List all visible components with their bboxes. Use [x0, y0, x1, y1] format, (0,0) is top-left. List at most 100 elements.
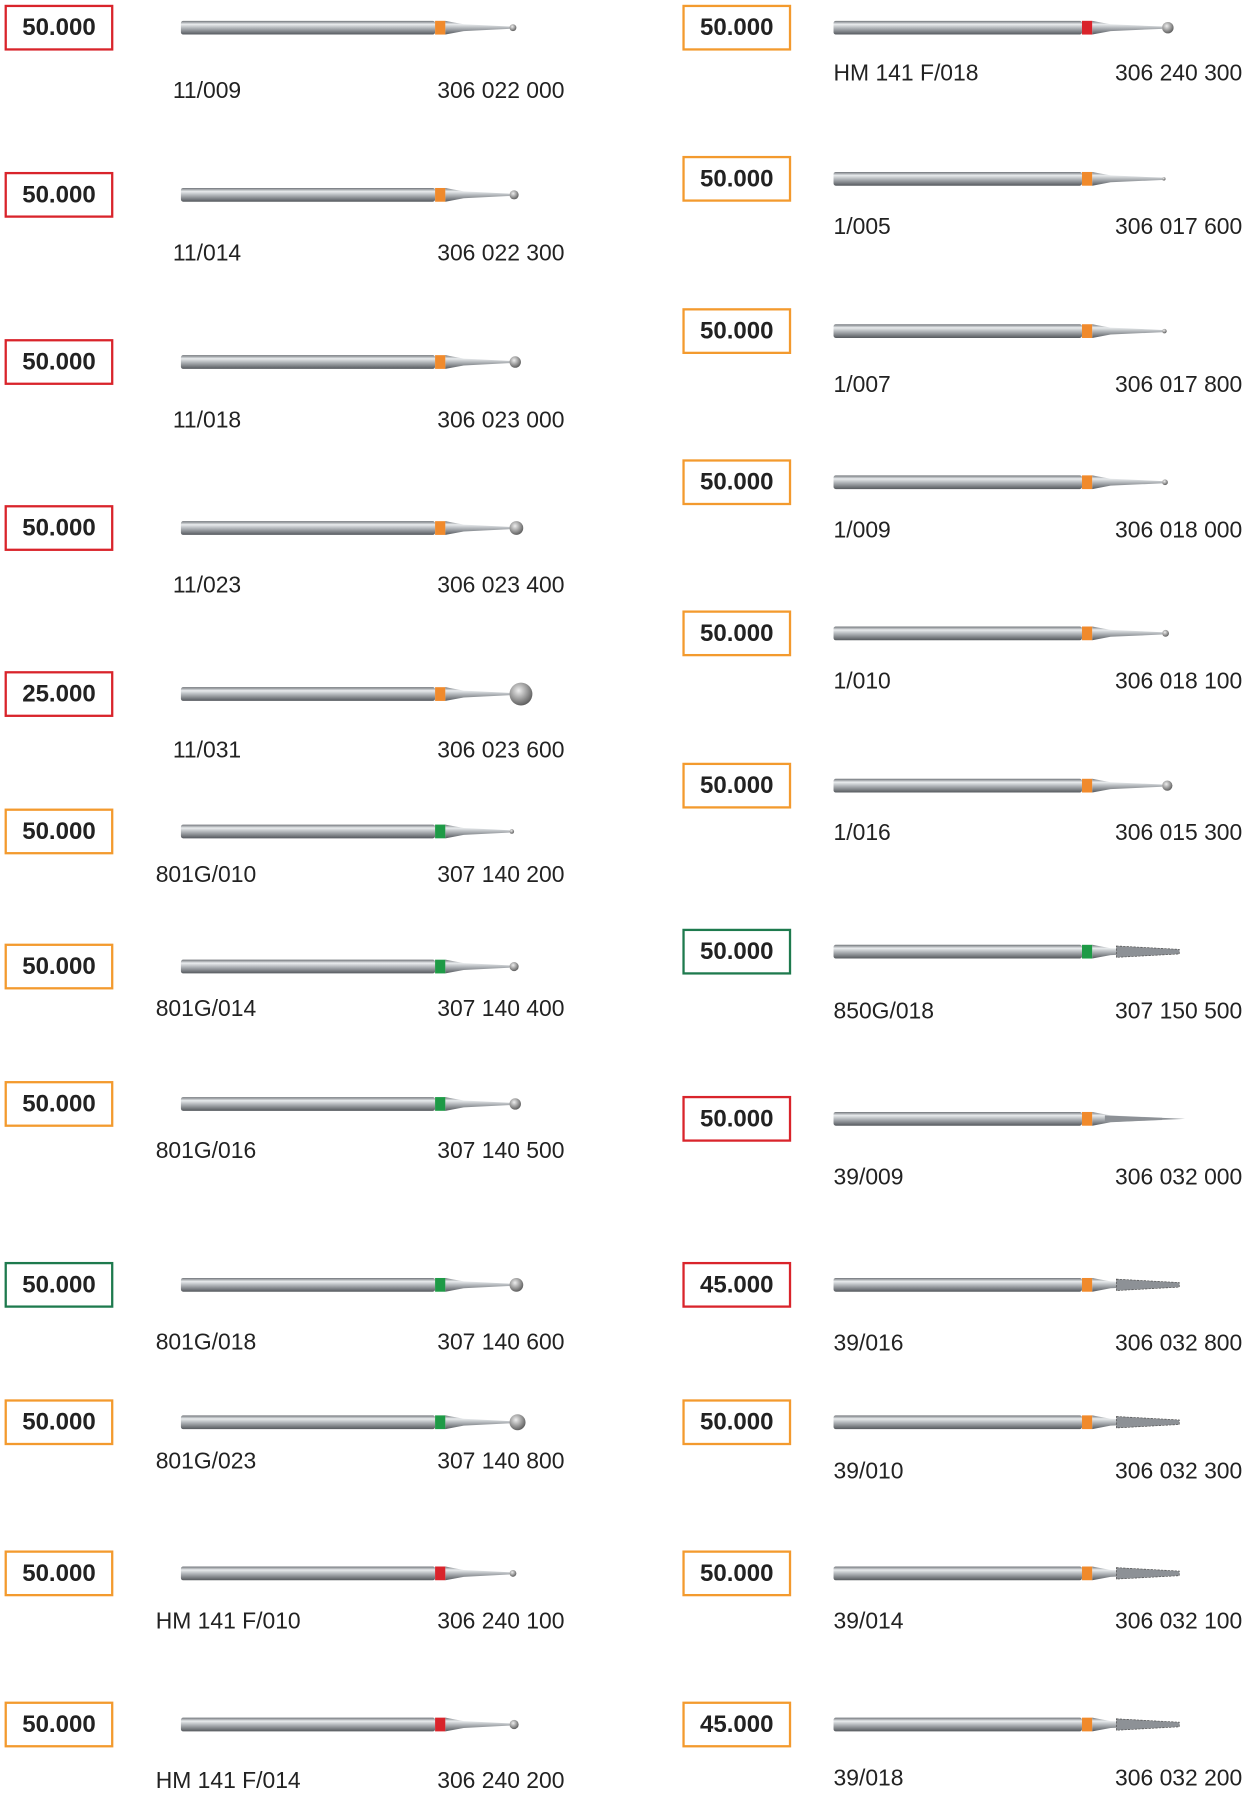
- bur: [181, 1097, 521, 1111]
- shank: [181, 21, 435, 35]
- tip: [510, 24, 517, 31]
- code: 39/018: [834, 1765, 904, 1791]
- tip: [1116, 1719, 1179, 1730]
- shank: [834, 627, 1082, 641]
- code: HM 141 F/014: [156, 1767, 301, 1793]
- speed: 50.000: [22, 181, 96, 208]
- tip: [1116, 1568, 1179, 1579]
- speed: 50.000: [22, 1090, 96, 1117]
- speed: 50.000: [22, 953, 96, 980]
- code: 11/018: [173, 407, 241, 433]
- speed: 50.000: [22, 1271, 96, 1298]
- shank: [181, 1415, 435, 1429]
- neck: [1092, 779, 1162, 793]
- band: [1082, 1567, 1092, 1581]
- tip: [1162, 479, 1168, 485]
- neck: [445, 1278, 509, 1292]
- band: [1082, 627, 1092, 641]
- ref: 307 140 200: [437, 861, 564, 887]
- tip: [510, 356, 521, 367]
- code: 11/023: [173, 571, 241, 597]
- shank: [181, 521, 435, 535]
- bur: [181, 1414, 526, 1430]
- band: [1082, 1278, 1092, 1292]
- ref: 306 023 400: [437, 571, 564, 597]
- ref: 306 240 300: [1115, 60, 1242, 86]
- bur: [181, 1278, 523, 1292]
- bur: [834, 945, 1180, 959]
- code: 39/014: [834, 1608, 904, 1634]
- code: HM 141 F/010: [156, 1608, 301, 1634]
- band: [1082, 21, 1092, 35]
- shank: [834, 1567, 1082, 1581]
- speed: 50.000: [700, 165, 774, 192]
- ref: 306 018 100: [1115, 668, 1242, 694]
- speed: 25.000: [22, 681, 96, 708]
- ref: 306 032 000: [1115, 1163, 1242, 1189]
- shank: [181, 825, 435, 839]
- ref: 306 032 800: [1115, 1329, 1242, 1355]
- ref: 306 032 300: [1115, 1458, 1242, 1484]
- speed: 50.000: [700, 318, 774, 345]
- shank: [181, 687, 435, 701]
- neck: [1092, 172, 1162, 186]
- bur: [181, 683, 533, 706]
- tip: [1105, 1115, 1185, 1122]
- speed: 50.000: [700, 469, 774, 496]
- ref: 306 015 300: [1115, 819, 1242, 845]
- speed: 50.000: [22, 1409, 96, 1436]
- tip: [510, 1720, 519, 1729]
- band: [1082, 1112, 1092, 1126]
- band: [435, 188, 445, 202]
- code: 1/016: [834, 819, 891, 845]
- speed: 45.000: [700, 1271, 774, 1298]
- tip: [1162, 780, 1172, 790]
- bur: [834, 475, 1168, 489]
- neck: [445, 1718, 509, 1732]
- tip: [1116, 946, 1179, 957]
- bur: [834, 21, 1174, 35]
- code: 801G/014: [156, 995, 257, 1021]
- shank: [834, 1415, 1082, 1429]
- shank: [834, 1278, 1082, 1292]
- tip: [1162, 630, 1169, 637]
- band: [1082, 475, 1092, 489]
- neck: [445, 355, 509, 369]
- shank: [834, 945, 1082, 959]
- shank: [181, 355, 435, 369]
- tip: [510, 1098, 521, 1109]
- speed: 50.000: [22, 349, 96, 376]
- band: [435, 1718, 445, 1732]
- shank: [181, 1567, 435, 1581]
- ref: 306 023 000: [437, 407, 564, 433]
- code: 801G/016: [156, 1137, 256, 1163]
- speed: 50.000: [22, 818, 96, 845]
- ref: 306 022 000: [437, 77, 564, 103]
- ref: 306 023 600: [437, 736, 564, 762]
- tip: [510, 1570, 517, 1577]
- shank: [181, 1097, 435, 1111]
- ref: 307 140 500: [437, 1137, 564, 1163]
- ref: 306 240 100: [437, 1608, 564, 1634]
- tip: [510, 521, 524, 535]
- neck: [1092, 324, 1162, 338]
- code: 11/009: [173, 77, 241, 103]
- speed: 50.000: [22, 14, 96, 41]
- speed: 50.000: [700, 938, 774, 965]
- code: 39/016: [834, 1329, 904, 1355]
- neck: [445, 1415, 509, 1429]
- code: 39/010: [834, 1458, 904, 1484]
- tip: [510, 190, 519, 199]
- speed: 50.000: [22, 1560, 96, 1587]
- bur: [181, 960, 519, 974]
- code: 11/031: [173, 736, 241, 762]
- shank: [834, 475, 1082, 489]
- tip: [510, 829, 515, 834]
- band: [1082, 1415, 1092, 1429]
- code: 1/010: [834, 668, 891, 694]
- shank: [834, 1112, 1082, 1126]
- bur: [834, 1567, 1180, 1581]
- code: 850G/018: [834, 997, 934, 1023]
- band: [1082, 1718, 1092, 1732]
- band: [435, 1567, 445, 1581]
